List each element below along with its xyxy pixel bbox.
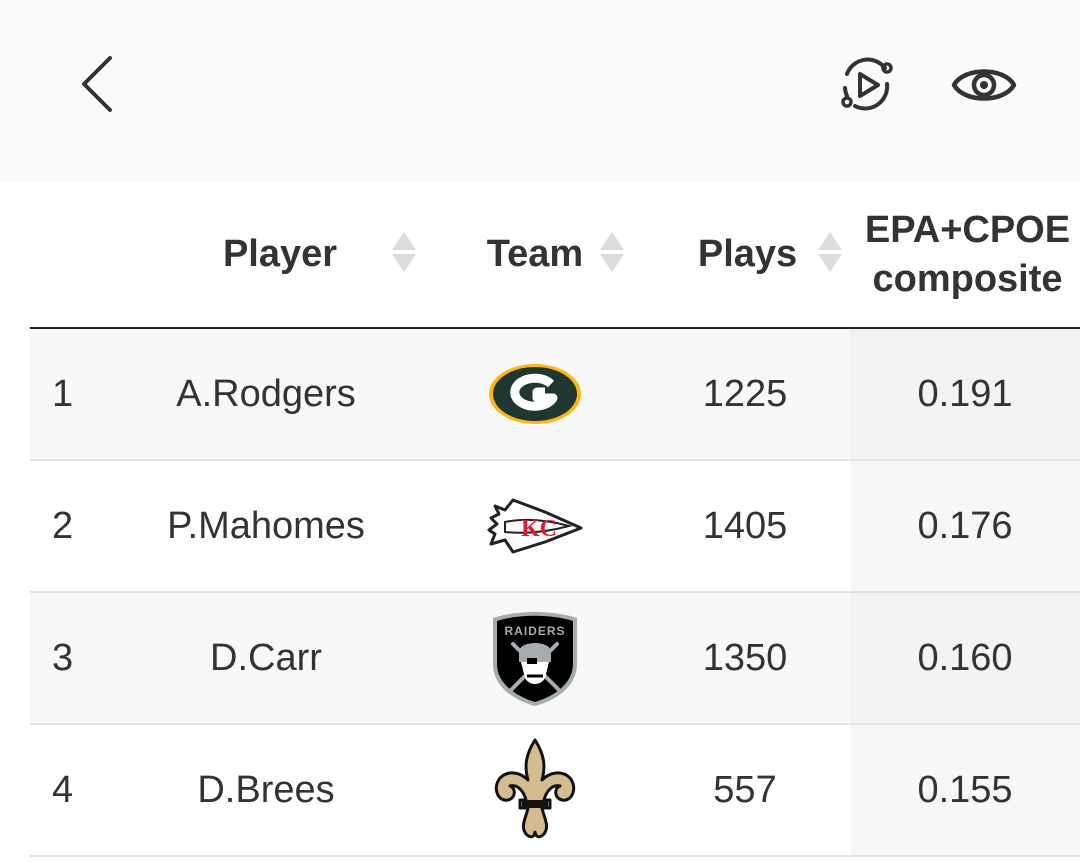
- column-label: Player: [222, 233, 338, 275]
- player-cell: D.Brees: [197, 768, 335, 811]
- top-app-bar: [0, 0, 1080, 182]
- highlighted-column-bg: [850, 329, 1080, 459]
- sort-icon[interactable]: [818, 232, 842, 272]
- plays-cell: 1350: [702, 636, 788, 679]
- replay-button[interactable]: [832, 54, 900, 116]
- sort-icon[interactable]: [600, 232, 624, 272]
- table-row[interactable]: 1 A.Rodgers 1225 0.191: [30, 329, 1080, 461]
- column-label-line2: composite: [872, 257, 1063, 300]
- team-cell: [460, 329, 610, 459]
- packers-logo-icon: [489, 364, 581, 424]
- team-cell: KC: [460, 461, 610, 591]
- column-header-team[interactable]: Team: [430, 182, 640, 327]
- rank-cell: 1: [52, 372, 74, 415]
- plays-cell: 1225: [702, 372, 788, 415]
- player-cell: P.Mahomes: [167, 504, 365, 547]
- chevron-left-icon: [82, 56, 112, 112]
- team-cell: RAIDERS: [460, 593, 610, 723]
- highlighted-column-bg: [850, 725, 1080, 855]
- raiders-logo-text: RAIDERS: [504, 624, 565, 638]
- column-label: Team: [486, 233, 584, 275]
- table-header: Player Team Plays EPA+CPOE composite: [30, 182, 1080, 329]
- rank-cell: 3: [52, 636, 74, 679]
- table-row[interactable]: 3 D.Carr RAIDERS 1350 0.160: [30, 593, 1080, 725]
- table-row[interactable]: 4 D.Brees 557 0.155: [30, 725, 1080, 857]
- plays-cell: 557: [713, 768, 777, 811]
- rank-cell: 2: [52, 504, 74, 547]
- epa-cpoe-cell: 0.160: [917, 636, 1013, 679]
- svg-text:KC: KC: [521, 516, 557, 542]
- highlighted-column-bg: [850, 461, 1080, 591]
- team-cell: [460, 725, 610, 855]
- replay-video-icon: [841, 57, 893, 111]
- epa-cpoe-cell: 0.155: [917, 768, 1013, 811]
- saints-logo-icon: [494, 738, 576, 839]
- view-button[interactable]: [946, 54, 1022, 116]
- back-button[interactable]: [66, 48, 130, 120]
- column-header-epa-cpoe[interactable]: EPA+CPOE composite: [855, 182, 1080, 327]
- player-cell: A.Rodgers: [176, 372, 356, 415]
- epa-cpoe-cell: 0.191: [917, 372, 1013, 415]
- raiders-logo-icon: RAIDERS: [493, 612, 577, 706]
- epa-cpoe-cell: 0.176: [917, 504, 1013, 547]
- table-row[interactable]: 2 P.Mahomes KC 1405 0.176: [30, 461, 1080, 593]
- column-header-player[interactable]: Player: [130, 182, 430, 327]
- leaderboard-table: Player Team Plays EPA+CPOE composite 1 A…: [30, 182, 1080, 857]
- sort-icon[interactable]: [392, 232, 416, 272]
- plays-cell: 1405: [702, 504, 788, 547]
- chiefs-logo-icon: KC: [487, 498, 583, 554]
- eye-icon: [951, 69, 1017, 101]
- column-label: Plays: [697, 233, 798, 275]
- rank-cell: 4: [52, 768, 74, 811]
- highlighted-column-bg: [850, 593, 1080, 723]
- player-cell: D.Carr: [210, 636, 322, 679]
- column-header-plays[interactable]: Plays: [640, 182, 855, 327]
- column-label-line1: EPA+CPOE: [864, 208, 1071, 251]
